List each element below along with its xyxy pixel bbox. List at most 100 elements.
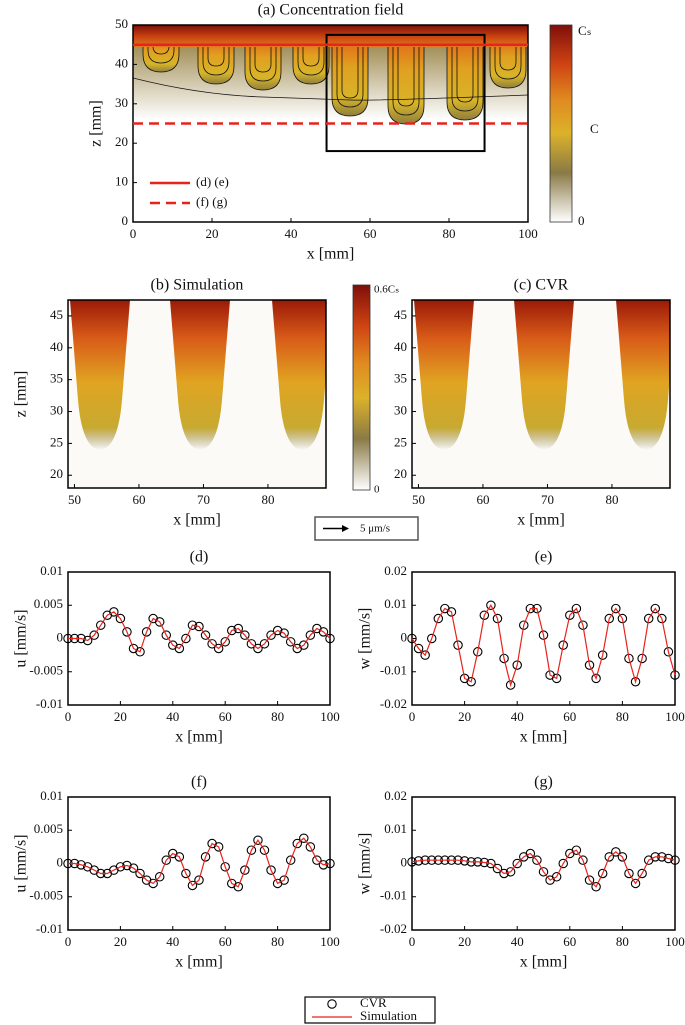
cvr-point (604, 613, 614, 624)
cvr-point (292, 838, 302, 849)
cvr-field (412, 300, 670, 488)
y-tick-label: 0.005 (34, 821, 63, 836)
cvr-point (624, 868, 634, 879)
cvr-point (597, 650, 608, 660)
x-tick-label: 80 (261, 492, 274, 507)
y-tick-label: 30 (394, 403, 407, 418)
plume (341, 39, 359, 99)
x-tick-label: 60 (476, 492, 489, 507)
x-tick-label: 40 (511, 709, 524, 724)
plume (397, 39, 415, 107)
cvr-point (154, 617, 165, 627)
colorbar-label: Cₛ (578, 23, 592, 38)
cvr-point (453, 640, 463, 650)
x-tick-label: 50 (412, 492, 425, 507)
y-tick-label: 40 (394, 339, 407, 354)
x-tick-label: 20 (458, 934, 471, 949)
x-tick-label: 0 (65, 709, 72, 724)
x-tick-label: 60 (132, 492, 145, 507)
cvr-point (82, 635, 93, 646)
cvr-point (663, 647, 674, 657)
x-axis-label: x [mm] (520, 954, 568, 971)
y-tick-label: 0 (57, 629, 64, 644)
x-tick-label: 40 (166, 709, 179, 724)
cvr-point (115, 613, 126, 624)
arrow-head (342, 525, 349, 532)
x-tick-label: 100 (665, 934, 685, 949)
cvr-point (420, 650, 430, 660)
cvr-point (122, 627, 132, 637)
cvr-point (466, 676, 476, 687)
x-tick-label: 50 (68, 492, 81, 507)
cvr-point (213, 643, 224, 654)
cvr-point (446, 607, 457, 617)
cvr-point (266, 865, 276, 875)
x-tick-label: 20 (458, 709, 471, 724)
y-tick-label: 0.02 (384, 563, 407, 578)
simulation-line (411, 604, 676, 688)
x-tick-label: 20 (206, 226, 219, 241)
y-tick-label: -0.02 (380, 696, 407, 711)
cvr-point (505, 680, 516, 690)
y-tick-label: 0 (57, 854, 64, 869)
y-tick-label: 45 (50, 307, 63, 322)
cvr-point (207, 639, 217, 649)
y-tick-label: 20 (50, 466, 63, 481)
colorbar (549, 24, 573, 223)
y-tick-label: -0.01 (380, 663, 407, 678)
cvr-point (220, 637, 230, 647)
cvr-point (578, 855, 588, 865)
y-axis-label: w [mm/s] (357, 833, 374, 895)
x-tick-label: 100 (518, 226, 538, 241)
cvr-point (253, 835, 263, 845)
cvr-point (637, 653, 647, 664)
y-tick-label: -0.005 (29, 663, 63, 678)
cvr-point (259, 845, 270, 855)
cvr-point (194, 875, 204, 885)
cvr-point (318, 860, 329, 870)
cvr-point (611, 603, 621, 614)
cvr-point (187, 880, 198, 891)
x-tick-label: 80 (271, 709, 284, 724)
axes-frame (67, 571, 331, 706)
cvr-point (200, 630, 211, 640)
cvr-point (617, 613, 628, 624)
chart-title: (c) CVR (514, 277, 569, 294)
x-tick-label: 0 (409, 934, 416, 949)
cvr-point (624, 653, 634, 664)
simulation-line (68, 837, 331, 888)
y-tick-label: -0.005 (29, 888, 63, 903)
plume (197, 39, 235, 85)
cvr-point (220, 862, 230, 872)
cvr-point (325, 633, 335, 644)
cvr-point (312, 855, 322, 865)
contour (133, 77, 528, 101)
x-axis-label: x [mm] (520, 729, 568, 746)
cvr-point (200, 852, 211, 862)
legend-marker (327, 999, 337, 1009)
x-tick-label: 60 (364, 226, 377, 241)
cvr-point (246, 639, 257, 649)
cvr-point (597, 868, 608, 879)
axes-frame (411, 796, 676, 931)
cvr-point (115, 862, 126, 872)
x-tick-label: 80 (616, 709, 629, 724)
y-tick-label: 25 (394, 434, 407, 449)
y-tick-label: 0.01 (40, 788, 63, 803)
legend-label: (f) (g) (196, 194, 227, 209)
x-axis-label: x [mm] (517, 512, 565, 529)
cvr-point (505, 867, 516, 877)
x-tick-label: 80 (616, 934, 629, 949)
colorbar-label: 0 (578, 213, 585, 228)
cvr-point (325, 858, 335, 869)
x-axis-label: x [mm] (175, 954, 223, 971)
x-tick-label: 100 (320, 934, 340, 949)
cvr-point (285, 637, 296, 647)
cvr-point (630, 676, 641, 687)
cvr-point (135, 868, 145, 879)
y-tick-label: 25 (50, 434, 63, 449)
x-tick-label: 60 (219, 709, 232, 724)
legend-box (304, 996, 436, 1024)
cvr-point (305, 842, 316, 852)
